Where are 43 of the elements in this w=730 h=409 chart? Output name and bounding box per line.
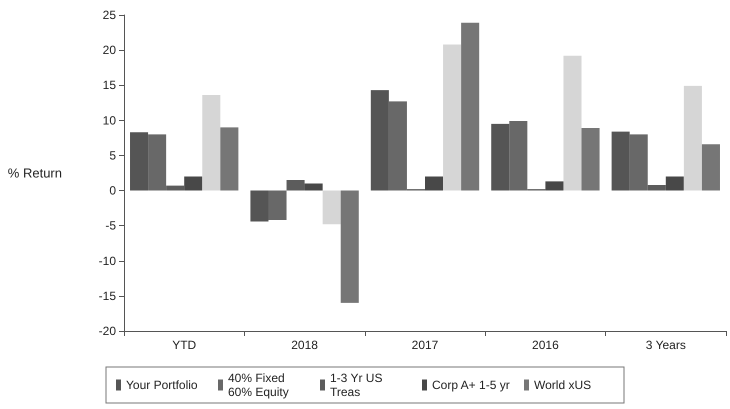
bar xyxy=(582,128,600,191)
y-tick-label: 25 xyxy=(102,8,116,22)
x-tick-label: 2017 xyxy=(412,338,439,352)
y-tick-label: -20 xyxy=(98,324,116,338)
bar xyxy=(443,44,462,191)
bar xyxy=(220,127,238,191)
y-tick-label: -10 xyxy=(98,254,116,268)
bar xyxy=(491,124,510,191)
bar xyxy=(322,190,341,224)
legend-label: Your Portfolio xyxy=(126,378,198,392)
bar xyxy=(340,190,359,303)
y-axis-title: % Return xyxy=(8,166,62,180)
y-tick-label: 10 xyxy=(102,113,116,128)
bar xyxy=(184,176,202,191)
x-tick-label: 3 Years xyxy=(646,338,686,352)
bar xyxy=(268,190,287,220)
bar xyxy=(684,86,702,191)
y-tick-label: 5 xyxy=(109,148,116,162)
bar xyxy=(702,144,720,191)
bar xyxy=(250,190,268,222)
x-tick-label: YTD xyxy=(172,338,197,352)
y-tick-label: 0 xyxy=(109,184,116,198)
bar xyxy=(130,132,148,191)
bar xyxy=(545,181,564,191)
bar xyxy=(202,95,220,191)
y-tick-label: -5 xyxy=(105,218,116,233)
bar xyxy=(563,56,582,191)
bar xyxy=(304,184,323,191)
legend-label: Corp A+ 1-5 yr xyxy=(432,378,510,392)
bar xyxy=(461,22,480,191)
x-tick-label: 2018 xyxy=(291,338,318,352)
y-tick-label: 20 xyxy=(102,43,116,58)
legend-label: 1-3 Yr US Treas xyxy=(330,371,386,399)
y-tick-label: 15 xyxy=(102,78,116,92)
x-tick-label: 2016 xyxy=(532,338,560,352)
bar xyxy=(666,176,684,191)
legend-label: World xUS xyxy=(534,378,592,392)
bar xyxy=(425,176,444,191)
bar xyxy=(370,90,389,191)
legend-label: 40% Fixed 60% Equity xyxy=(228,371,289,399)
bar xyxy=(612,132,630,191)
y-tick-label: -15 xyxy=(98,288,116,303)
bar xyxy=(286,180,305,191)
